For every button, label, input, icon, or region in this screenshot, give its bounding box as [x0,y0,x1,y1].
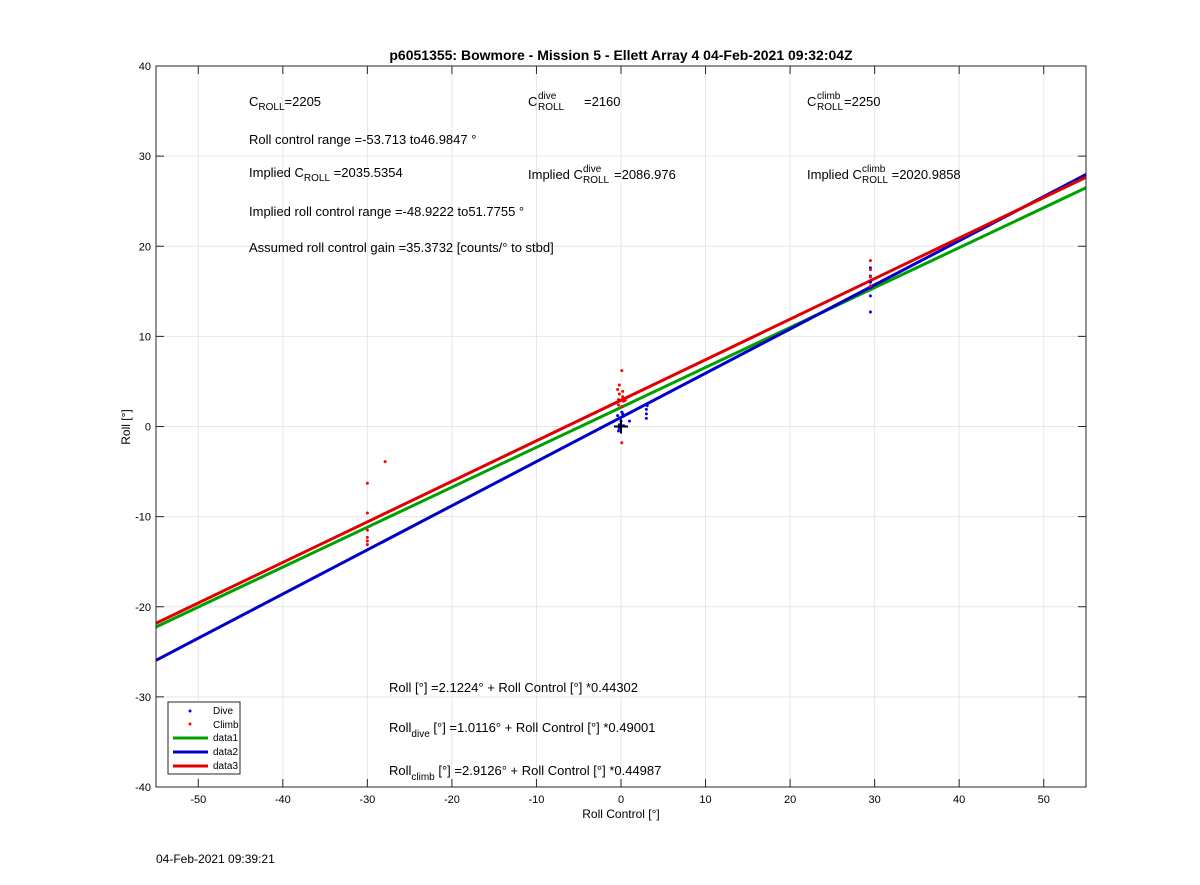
dive-point [868,310,872,314]
dive-point [868,294,872,298]
climb-point [365,511,369,515]
y-tick-label: 30 [139,151,151,163]
climb-point [621,389,625,393]
gain-text: Assumed roll control gain =35.3732 [coun… [249,240,554,255]
chart-title: p6051355: Bowmore - Mission 5 - Ellett A… [389,47,853,63]
footer-timestamp: 04-Feb-2021 09:39:21 [156,852,275,866]
climb-point [868,268,872,272]
c-roll-climb-annotation: Cclimb ROLL=2250 [807,91,881,113]
climb-point [365,528,369,532]
x-tick-label: 0 [618,794,624,806]
climb-point [621,395,625,399]
climb-point [617,383,621,387]
x-tick-label: -20 [444,794,460,806]
y-tick-label: 0 [145,422,151,434]
origin-crosshair [614,419,628,434]
climb-point [868,259,872,263]
dive-point [616,429,620,433]
legend-data1-label: data1 [213,733,238,744]
climb-point [365,543,369,547]
fit-climb-equation: Rollclimb [°] =2.9126° + Roll Control [°… [389,763,661,783]
legend-data2-label: data2 [213,747,238,758]
climb-point [620,369,624,373]
implied-range-text: Implied roll control range =-48.9222 to5… [249,204,524,219]
implied-c-roll-annotation: Implied CROLL =2035.5354 [249,165,403,184]
legend: Dive Climb data1 data2 data3 [167,701,241,775]
legend-climb-marker [188,722,192,726]
legend-dive-marker [188,709,192,713]
climb-point [620,405,624,409]
dive-point [868,280,872,284]
c-roll-annotation: CROLL=2205 [249,94,321,113]
x-tick-label: -30 [359,794,375,806]
climb-point [365,481,369,485]
dive-point [618,416,622,420]
x-tick-label: 30 [869,794,881,806]
y-tick-label: -40 [135,782,151,794]
x-tick-label: -10 [529,794,545,806]
climb-point [617,392,621,396]
dive-point [645,404,649,408]
y-tick-label: -10 [135,512,151,524]
fit-line-data3 [155,175,1087,625]
dive-point [644,416,648,420]
dive-point [627,419,631,423]
roll-control-range-text: Roll control range =-53.713 to46.9847 ° [249,132,476,147]
climb-point [868,275,872,279]
c-roll-dive-annotation: Cdive ROLL =2160 [528,91,621,113]
axis-ticks: -50 -40 -30 -20 -10 0 10 20 30 40 50 -40 -30 -20 -10 0 1… [135,61,1086,806]
x-tick-label: -40 [275,794,291,806]
y-tick-label: -30 [135,692,151,704]
x-axis-label: Roll Control [°] [582,807,660,821]
climb-point [868,284,872,288]
fit-dive-equation: Rolldive [°] =1.0116° + Roll Control [°]… [389,720,655,740]
climb-point [365,535,369,539]
fit-all-equation: Roll [°] =2.1224° + Roll Control [°] *0.… [389,680,638,695]
y-axis-label: Roll [°] [119,409,133,444]
y-tick-label: -20 [135,602,151,614]
legend-dive-label: Dive [213,706,233,717]
data-points [365,259,872,547]
x-tick-label: -50 [190,794,206,806]
x-tick-label: 10 [699,794,711,806]
dive-point [644,407,648,411]
climb-point [383,460,387,464]
y-tick-label: 10 [139,331,151,343]
implied-c-roll-climb-annotation: Implied Cclimb ROLL =2020.9858 [807,164,961,186]
y-tick-label: 40 [139,61,151,73]
climb-point [616,388,620,392]
dive-point [616,414,620,418]
climb-point [616,403,620,407]
climb-point [365,539,369,543]
legend-climb-label: Climb [213,720,239,731]
climb-point [623,398,627,402]
dive-point [621,412,625,416]
implied-c-roll-dive-annotation: Implied Cdive ROLL =2086.976 [528,164,676,186]
y-tick-label: 20 [139,241,151,253]
x-tick-label: 40 [953,794,965,806]
climb-point [620,441,624,445]
dive-point [644,412,648,416]
climb-point [616,397,620,401]
x-tick-label: 20 [784,794,796,806]
x-tick-label: 50 [1038,794,1050,806]
legend-data3-label: data3 [213,761,238,772]
